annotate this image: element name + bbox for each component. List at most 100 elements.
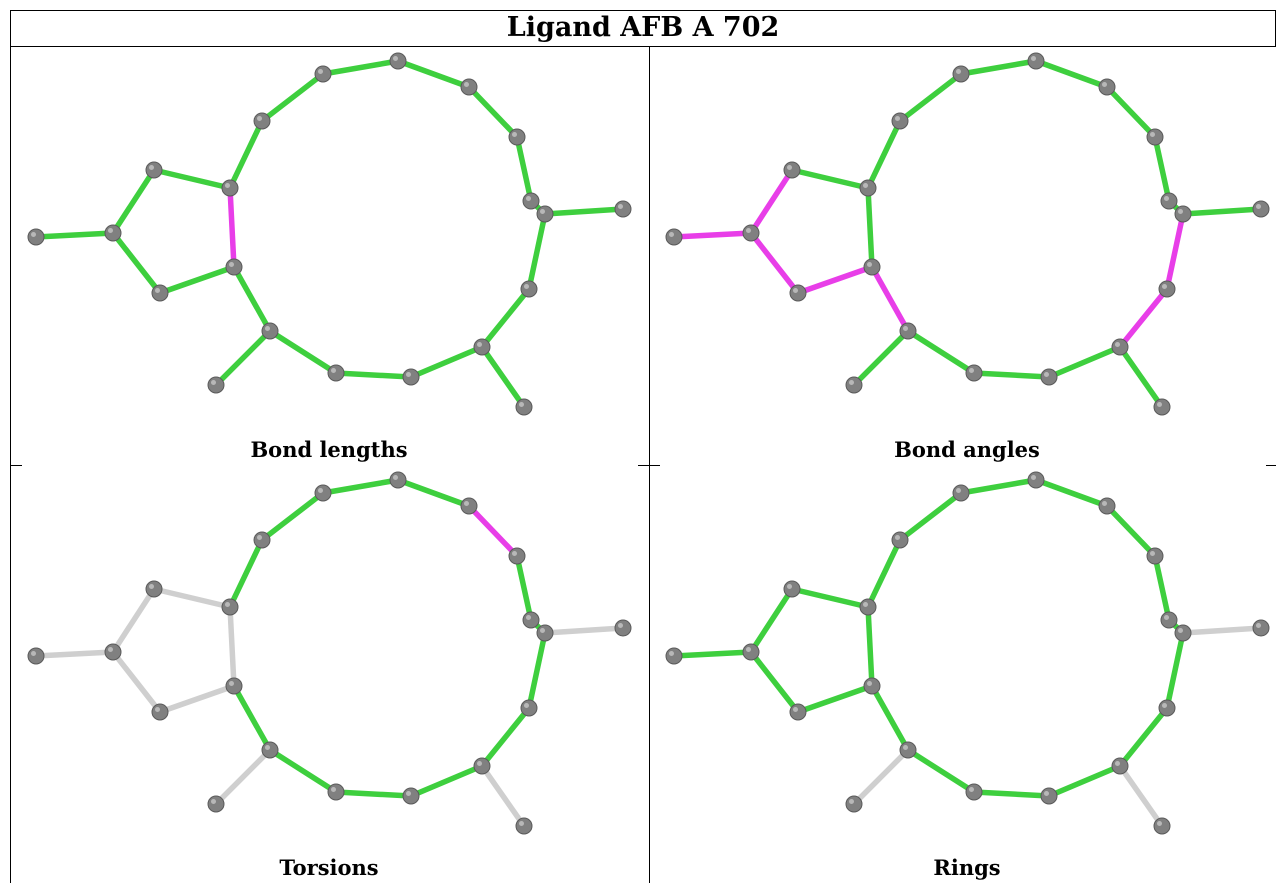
bond-r3-r4 <box>395 58 472 90</box>
atom-r12 <box>899 322 917 340</box>
atom-sub2 <box>515 398 533 416</box>
bond-r12-c5 <box>869 683 911 753</box>
atom-r5 <box>1146 128 1164 146</box>
atom-highlight-r7 <box>1178 628 1183 633</box>
atom-p2 <box>783 161 801 179</box>
atom-r7 <box>536 624 554 642</box>
atom-r8 <box>1158 280 1176 298</box>
bond-c4-p2 <box>789 586 871 610</box>
bond-r10-r11 <box>971 789 1052 799</box>
atom-highlight-sub1 <box>618 204 623 209</box>
atom-highlight-r12 <box>903 745 908 750</box>
atom-r6 <box>522 611 540 629</box>
atom-highlight-r1 <box>895 535 900 540</box>
bond-p1-p3 <box>110 230 163 296</box>
atom-p3 <box>151 284 169 302</box>
atom-highlight-r3 <box>1031 56 1036 61</box>
atom-r6 <box>1160 192 1178 210</box>
atom-p2 <box>145 161 163 179</box>
bond-r4-r5 <box>1104 503 1158 559</box>
bond-r1-r2 <box>259 71 326 124</box>
atom-highlight-p1 <box>108 228 113 233</box>
border-left <box>10 10 11 883</box>
atom-highlight-r6 <box>526 615 531 620</box>
atom-highlight-p2 <box>149 584 154 589</box>
bond-r7-r8 <box>526 630 548 711</box>
title-divider <box>10 46 1276 47</box>
atom-m <box>665 228 683 246</box>
caption-bond-angles: Bond angles <box>894 437 1040 462</box>
atom-highlight-sub3 <box>211 799 216 804</box>
atom-highlight-r6 <box>1164 615 1169 620</box>
atom-highlight-r1 <box>257 535 262 540</box>
atom-highlight-r8 <box>524 284 529 289</box>
atom-highlight-p3 <box>793 707 798 712</box>
atom-highlight-p2 <box>787 584 792 589</box>
atom-p1 <box>742 643 760 661</box>
atom-highlight-sub1 <box>1256 204 1261 209</box>
bond-r10-r11 <box>333 370 414 380</box>
molecule-panel-bond-angles <box>665 52 1270 416</box>
atom-r1 <box>253 531 271 549</box>
atom-highlight-r3 <box>393 475 398 480</box>
molecule-panel-rings <box>665 471 1270 835</box>
column-divider <box>649 46 650 883</box>
bond-p1-p3 <box>748 230 801 296</box>
bond-r9-sub2 <box>1117 763 1165 829</box>
bond-r12-sub3 <box>213 747 273 807</box>
atom-r8 <box>520 699 538 717</box>
atom-highlight-m <box>31 651 36 656</box>
atom-highlight-r9 <box>1115 342 1120 347</box>
bond-p3-c5 <box>157 264 237 296</box>
bond-p2-p1 <box>748 167 795 236</box>
caption-bond-lengths: Bond lengths <box>250 437 408 462</box>
atom-r11 <box>327 364 345 382</box>
bond-p3-c5 <box>157 683 237 715</box>
bond-r7-sub1 <box>542 625 626 636</box>
row-divider-left <box>10 465 22 466</box>
bond-r2-r3 <box>320 477 401 496</box>
atom-r5 <box>508 128 526 146</box>
atom-p2 <box>145 580 163 598</box>
atom-c5 <box>863 258 881 276</box>
atom-highlight-sub2 <box>519 402 524 407</box>
atom-highlight-r11 <box>969 368 974 373</box>
atom-highlight-r11 <box>331 368 336 373</box>
bond-p1-m <box>671 649 754 659</box>
atom-sub3 <box>207 376 225 394</box>
atom-highlight-sub1 <box>618 623 623 628</box>
atom-highlight-p1 <box>108 647 113 652</box>
bond-r9-r10 <box>1046 763 1123 799</box>
atom-r2 <box>952 65 970 83</box>
atom-r4 <box>460 78 478 96</box>
atom-highlight-r2 <box>956 69 961 74</box>
atom-highlight-c4 <box>863 602 868 607</box>
atom-r2 <box>952 484 970 502</box>
bond-r3-r4 <box>395 477 472 509</box>
bond-r12-sub3 <box>213 328 273 388</box>
atom-highlight-r6 <box>1164 196 1169 201</box>
atom-highlight-r10 <box>406 372 411 377</box>
atom-highlight-r4 <box>1102 501 1107 506</box>
atom-highlight-r5 <box>1150 132 1155 137</box>
molecule-panel-torsions <box>27 471 632 835</box>
bond-r7-r8 <box>1164 211 1186 292</box>
atom-m <box>27 228 45 246</box>
atom-r11 <box>965 364 983 382</box>
bond-r2-r3 <box>958 58 1039 77</box>
atom-highlight-sub2 <box>1157 821 1162 826</box>
atom-r3 <box>389 52 407 70</box>
atom-r5 <box>1146 547 1164 565</box>
atom-highlight-sub3 <box>849 799 854 804</box>
bond-c4-r1 <box>227 537 265 610</box>
bond-p3-c5 <box>795 264 875 296</box>
atom-r3 <box>1027 52 1045 70</box>
atom-highlight-p3 <box>793 288 798 293</box>
bond-r7-sub1 <box>1180 206 1264 217</box>
bond-p1-m <box>33 230 116 240</box>
atom-highlight-r4 <box>464 82 469 87</box>
atom-c4 <box>859 179 877 197</box>
bond-r9-r10 <box>408 344 485 380</box>
atom-r12 <box>261 322 279 340</box>
bond-r11-r12 <box>267 328 339 376</box>
